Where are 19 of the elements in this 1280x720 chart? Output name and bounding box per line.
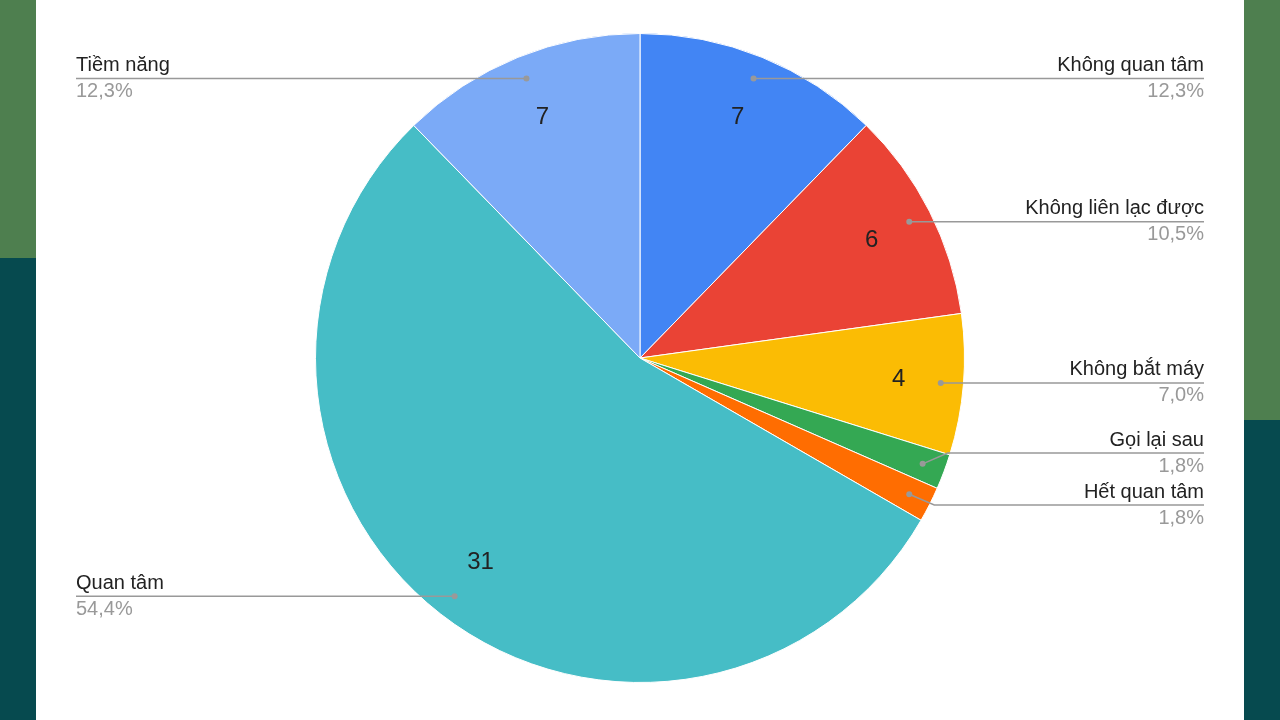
data-label: 4 (892, 364, 906, 392)
text: 12,3% (76, 78, 133, 101)
text: 10,5% (1147, 222, 1204, 245)
data-label: 7 (535, 102, 549, 130)
data-label: 31 (467, 547, 494, 575)
slice-label: Tiềm năng (76, 52, 170, 75)
slice-label: Không quan tâm (1057, 52, 1204, 75)
slice-label: Hết quan tâm (1083, 479, 1204, 502)
slice-label: Gọi lại sau (1109, 427, 1204, 450)
text: 1,8% (1158, 505, 1204, 528)
data-label: 7 (731, 102, 745, 130)
text: 7,0% (1158, 383, 1204, 406)
text: 1,8% (1158, 453, 1204, 476)
slice-label: Không liên lạc được (1025, 196, 1204, 219)
slice-label: Không bắt máy (1069, 357, 1204, 380)
text: 12,3% (1147, 78, 1204, 101)
text: 54,4% (76, 596, 133, 619)
slice-label: Quan tâm (76, 570, 164, 593)
data-label: 6 (864, 225, 879, 253)
